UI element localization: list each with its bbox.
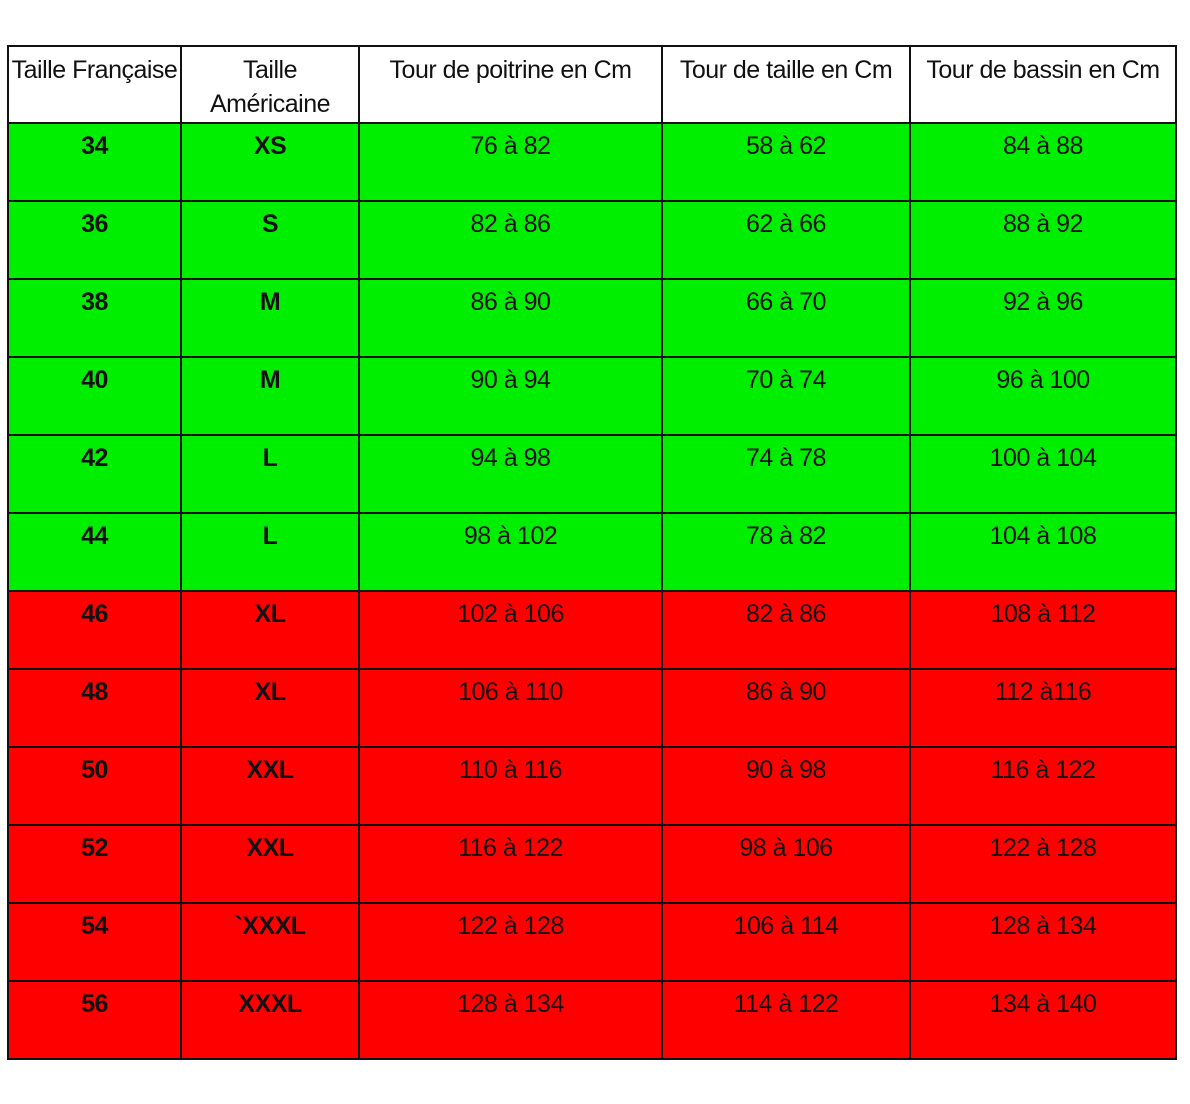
cell-chest: 102 à 106 [358, 590, 663, 670]
cell-chest: 110 à 116 [358, 746, 663, 826]
table-row: 50 XXL 110 à 116 90 à 98 116 à 122 [7, 746, 1177, 826]
cell-american-size: L [180, 512, 360, 592]
cell-waist: 58 à 62 [661, 122, 911, 202]
header-american-size: Taille Américaine [180, 45, 360, 124]
header-french-size: Taille Française [7, 45, 182, 124]
table-row: 34 XS 76 à 82 58 à 62 84 à 88 [7, 122, 1177, 202]
header-hips: Tour de bassin en Cm [909, 45, 1177, 124]
cell-waist: 70 à 74 [661, 356, 911, 436]
cell-chest: 76 à 82 [358, 122, 663, 202]
cell-chest: 116 à 122 [358, 824, 663, 904]
cell-hips: 100 à 104 [909, 434, 1177, 514]
cell-french-size: 42 [7, 434, 182, 514]
table-row: 38 M 86 à 90 66 à 70 92 à 96 [7, 278, 1177, 358]
cell-french-size: 36 [7, 200, 182, 280]
cell-waist: 66 à 70 [661, 278, 911, 358]
table-row: 52 XXL 116 à 122 98 à 106 122 à 128 [7, 824, 1177, 904]
cell-hips: 122 à 128 [909, 824, 1177, 904]
cell-waist: 98 à 106 [661, 824, 911, 904]
cell-french-size: 34 [7, 122, 182, 202]
table-row: 42 L 94 à 98 74 à 78 100 à 104 [7, 434, 1177, 514]
cell-french-size: 50 [7, 746, 182, 826]
cell-waist: 62 à 66 [661, 200, 911, 280]
cell-french-size: 48 [7, 668, 182, 748]
cell-hips: 134 à 140 [909, 980, 1177, 1060]
cell-french-size: 46 [7, 590, 182, 670]
cell-french-size: 56 [7, 980, 182, 1060]
cell-waist: 106 à 114 [661, 902, 911, 982]
cell-hips: 96 à 100 [909, 356, 1177, 436]
cell-french-size: 52 [7, 824, 182, 904]
cell-american-size: `XXXL [180, 902, 360, 982]
cell-french-size: 40 [7, 356, 182, 436]
cell-chest: 128 à 134 [358, 980, 663, 1060]
cell-chest: 94 à 98 [358, 434, 663, 514]
cell-waist: 74 à 78 [661, 434, 911, 514]
cell-american-size: XXL [180, 746, 360, 826]
header-row: Taille Française Taille Américaine Tour … [7, 45, 1177, 124]
cell-chest: 122 à 128 [358, 902, 663, 982]
cell-chest: 106 à 110 [358, 668, 663, 748]
cell-french-size: 38 [7, 278, 182, 358]
cell-french-size: 44 [7, 512, 182, 592]
cell-american-size: XL [180, 590, 360, 670]
cell-chest: 82 à 86 [358, 200, 663, 280]
size-chart-table: Taille Française Taille Américaine Tour … [7, 45, 1177, 1060]
header-chest: Tour de poitrine en Cm [358, 45, 663, 124]
cell-hips: 116 à 122 [909, 746, 1177, 826]
cell-chest: 86 à 90 [358, 278, 663, 358]
cell-waist: 90 à 98 [661, 746, 911, 826]
table-row: 54 `XXXL 122 à 128 106 à 114 128 à 134 [7, 902, 1177, 982]
table-row: 40 M 90 à 94 70 à 74 96 à 100 [7, 356, 1177, 436]
cell-hips: 88 à 92 [909, 200, 1177, 280]
cell-french-size: 54 [7, 902, 182, 982]
cell-hips: 112 à116 [909, 668, 1177, 748]
cell-waist: 78 à 82 [661, 512, 911, 592]
table-row: 56 XXXL 128 à 134 114 à 122 134 à 140 [7, 980, 1177, 1060]
cell-chest: 90 à 94 [358, 356, 663, 436]
cell-american-size: XS [180, 122, 360, 202]
table-row: 36 S 82 à 86 62 à 66 88 à 92 [7, 200, 1177, 280]
cell-american-size: M [180, 356, 360, 436]
table-row: 46 XL 102 à 106 82 à 86 108 à 112 [7, 590, 1177, 670]
table-row: 48 XL 106 à 110 86 à 90 112 à116 [7, 668, 1177, 748]
cell-american-size: XXXL [180, 980, 360, 1060]
table-row: 44 L 98 à 102 78 à 82 104 à 108 [7, 512, 1177, 592]
table-body: 34 XS 76 à 82 58 à 62 84 à 88 36 S 82 à 86 62 à … [7, 122, 1177, 1060]
header-waist: Tour de taille en Cm [661, 45, 911, 124]
cell-hips: 108 à 112 [909, 590, 1177, 670]
cell-chest: 98 à 102 [358, 512, 663, 592]
cell-waist: 82 à 86 [661, 590, 911, 670]
cell-american-size: M [180, 278, 360, 358]
cell-waist: 114 à 122 [661, 980, 911, 1060]
cell-american-size: S [180, 200, 360, 280]
cell-hips: 128 à 134 [909, 902, 1177, 982]
cell-hips: 104 à 108 [909, 512, 1177, 592]
cell-american-size: L [180, 434, 360, 514]
cell-american-size: XL [180, 668, 360, 748]
cell-hips: 92 à 96 [909, 278, 1177, 358]
cell-waist: 86 à 90 [661, 668, 911, 748]
cell-american-size: XXL [180, 824, 360, 904]
cell-hips: 84 à 88 [909, 122, 1177, 202]
